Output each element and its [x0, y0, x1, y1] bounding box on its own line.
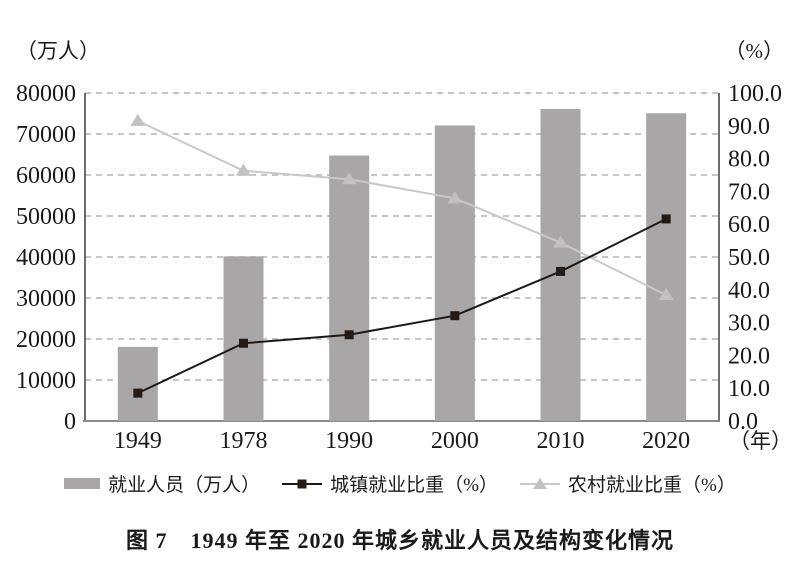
x-category-label: 2020 [642, 428, 690, 454]
x-category-label: 1990 [325, 428, 373, 454]
right-tick-label: 20.0 [728, 343, 770, 369]
right-tick-label: 30.0 [728, 311, 770, 337]
figure-caption: 图 7 1949 年至 2020 年城乡就业人员及结构变化情况 [125, 528, 674, 553]
urban-point-2020 [661, 214, 671, 224]
left-tick-label: 60000 [16, 163, 76, 189]
employment-structure-chart: 0 10000 20000 30000 40000 50000 60000 70000 8000… [16, 39, 792, 454]
left-tick-label: 50000 [16, 204, 76, 230]
urban-point-1949 [133, 388, 143, 398]
bar-1990 [329, 155, 370, 421]
chart-legend: 就业人员（万人） 城镇就业比重（%） 农村就业比重（%） [0, 470, 800, 497]
right-tick-label: 0.0 [728, 409, 758, 435]
urban-point-1990 [344, 330, 354, 340]
left-tick-label: 30000 [16, 286, 76, 312]
urban-point-2010 [556, 266, 565, 276]
left-tick-label: 20000 [16, 327, 76, 353]
urban-point-2000 [450, 311, 460, 321]
right-axis-unit-label: （%） [725, 39, 785, 63]
rural-point-2000 [447, 191, 463, 204]
rural-point-2010 [553, 235, 568, 248]
right-tick-label: 80.0 [728, 147, 770, 173]
rural-point-1990 [341, 172, 357, 185]
right-tick-label: 70.0 [728, 179, 770, 205]
right-tick-label: 100.0 [728, 81, 782, 107]
urban-line-swatch [282, 479, 323, 488]
rural-share-line [137, 119, 667, 296]
urban-point-1978 [239, 338, 248, 348]
legend-item-rural-share: 农村就业比重（%） [520, 470, 736, 497]
bar-1978 [223, 256, 264, 421]
legend-label-rural-share: 农村就业比重（%） [568, 475, 736, 496]
right-tick-label: 50.0 [728, 245, 770, 271]
right-tick-label: 90.0 [728, 114, 770, 140]
x-category-label: 2010 [537, 428, 585, 454]
square-marker-icon [297, 479, 307, 488]
urban-share-line [137, 218, 667, 395]
right-tick-label: 10.0 [728, 376, 770, 402]
x-category-label: 1978 [220, 428, 268, 454]
triangle-marker-icon [533, 477, 547, 489]
bar-1949 [117, 346, 158, 421]
x-axis-unit-label: （年） [729, 429, 792, 453]
x-category-label: 1949 [114, 428, 162, 454]
legend-item-employment: 就业人员（万人） [64, 470, 260, 497]
right-tick-label: 40.0 [728, 278, 770, 304]
rural-line-swatch [520, 477, 560, 489]
bar-2000 [434, 125, 475, 421]
left-tick-label: 10000 [16, 368, 76, 394]
left-tick-label: 70000 [16, 122, 76, 148]
rural-point-1978 [236, 163, 251, 176]
left-axis-unit-label: （万人） [16, 39, 100, 63]
left-tick-label: 40000 [16, 245, 76, 271]
right-tick-label: 60.0 [728, 212, 770, 238]
left-tick-label: 0 [64, 409, 76, 435]
bar-series-swatch [64, 478, 101, 489]
rural-point-2020 [658, 288, 674, 301]
bar-2020 [646, 113, 687, 421]
legend-label-employment: 就业人员（万人） [108, 475, 261, 496]
legend-label-urban-share: 城镇就业比重（%） [330, 475, 498, 496]
rural-point-1949 [130, 113, 146, 126]
left-tick-label: 80000 [16, 81, 76, 107]
x-category-label: 2000 [431, 428, 479, 454]
legend-item-urban-share: 城镇就业比重（%） [282, 470, 498, 497]
